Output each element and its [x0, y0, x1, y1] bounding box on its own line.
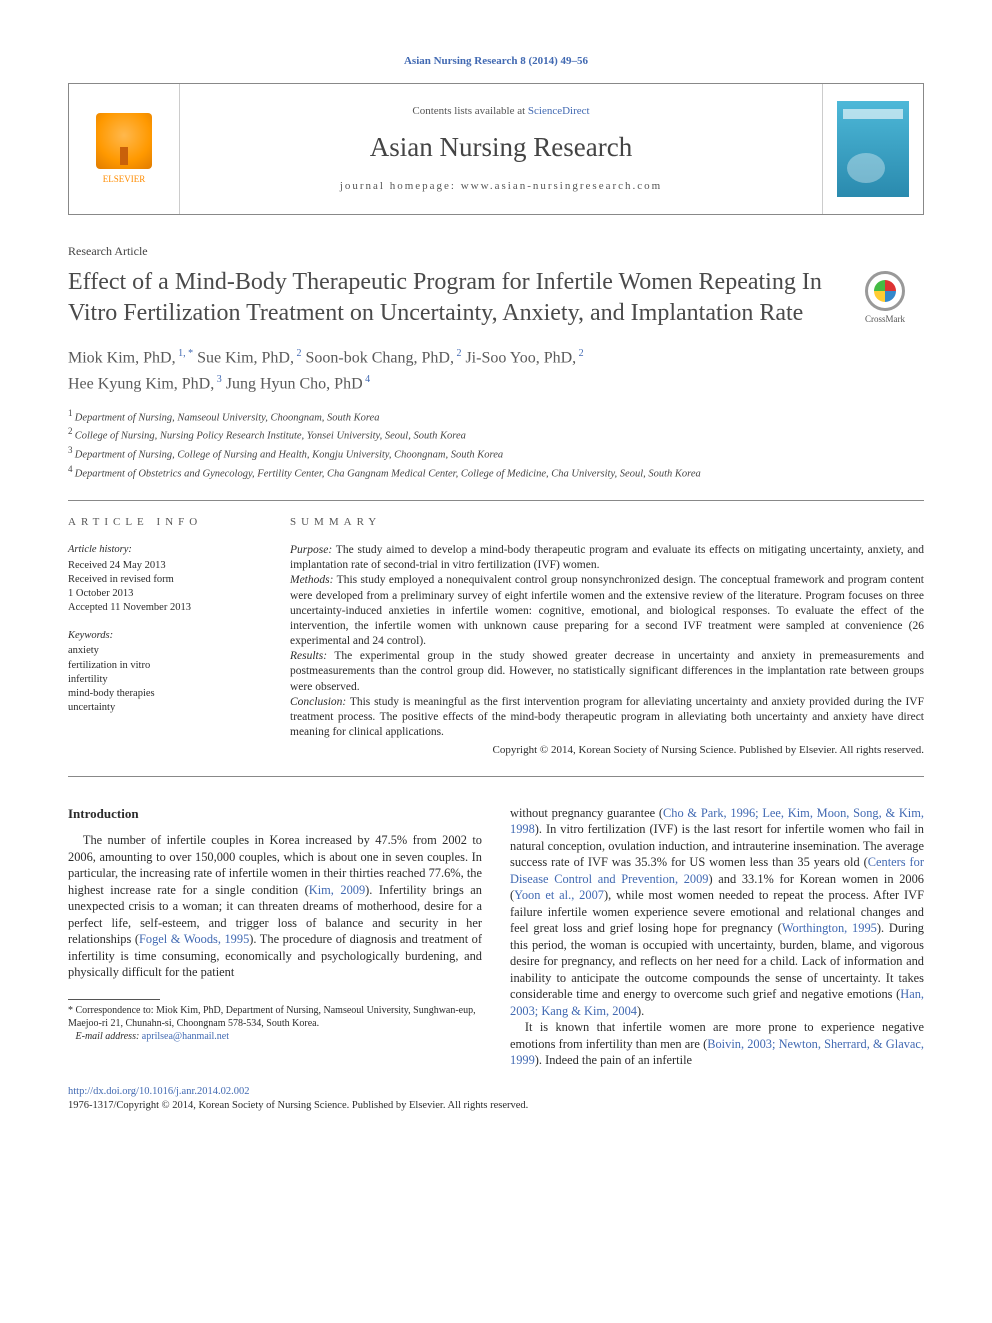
journal-name: Asian Nursing Research [370, 129, 632, 165]
body-col-left: Introduction The number of infertile cou… [68, 805, 482, 1069]
crossmark-label: CrossMark [865, 313, 905, 325]
contents-available: Contents lists available at ScienceDirec… [412, 104, 589, 119]
crossmark-badge[interactable]: CrossMark [846, 271, 924, 325]
author-name: Jung Hyun Cho, PhD [222, 375, 363, 392]
author-name: Ji-Soo Yoo, PhD, [461, 350, 576, 367]
conclusion-text: This study is meaningful as the first in… [290, 696, 924, 738]
corresponding-footnote: * Correspondence to: Miok Kim, PhD, Depa… [68, 1004, 482, 1043]
cite-worthington-1995[interactable]: Worthington, 1995 [782, 921, 877, 935]
summary-heading: summary [290, 515, 924, 530]
crossmark-icon [865, 271, 905, 311]
author-affil-sup: 1, [176, 348, 186, 359]
results-text: The experimental group in the study show… [290, 650, 924, 692]
elsevier-tree-icon [96, 113, 152, 169]
citation-header: Asian Nursing Research 8 (2014) 49–56 [68, 54, 924, 69]
body-col-right: without pregnancy guarantee (Cho & Park,… [510, 805, 924, 1069]
journal-cover-thumb [837, 101, 909, 197]
contents-pre: Contents lists available at [412, 105, 527, 117]
issn-copyright: 1976-1317/Copyright © 2014, Korean Socie… [68, 1100, 528, 1111]
journal-homepage: journal homepage: www.asian-nursingresea… [340, 179, 662, 194]
sciencedirect-link[interactable]: ScienceDirect [528, 105, 590, 117]
author-name: Sue Kim, PhD, [193, 350, 294, 367]
history-line: Received in revised form [68, 573, 256, 587]
authors-line: Miok Kim, PhD, 1, * Sue Kim, PhD, 2 Soon… [68, 346, 924, 396]
keyword: fertilization in vitro [68, 659, 256, 673]
article-info: article info Article history: Received 2… [68, 515, 256, 758]
intro-heading: Introduction [68, 805, 482, 822]
article-type: Research Article [68, 243, 924, 259]
author-name: Miok Kim, PhD, [68, 350, 176, 367]
intro-p1-cont: without pregnancy guarantee (Cho & Park,… [510, 805, 924, 1020]
summary: summary Purpose: The study aimed to deve… [290, 515, 924, 758]
publisher-name: ELSEVIER [103, 173, 146, 185]
history-line: Accepted 11 November 2013 [68, 601, 256, 615]
cite-yoon-2007[interactable]: Yoon et al., 2007 [514, 888, 604, 902]
author-affil-sup: 3 [214, 374, 222, 385]
keyword: uncertainty [68, 701, 256, 715]
purpose-text: The study aimed to develop a mind-body t… [290, 544, 924, 571]
publisher-logo[interactable]: ELSEVIER [69, 84, 179, 214]
author-affil-sup: 2 [576, 348, 584, 359]
article-title: Effect of a Mind-Body Therapeutic Progra… [68, 267, 828, 328]
summary-copyright: Copyright © 2014, Korean Society of Nurs… [290, 743, 924, 758]
masthead: ELSEVIER Contents lists available at Sci… [68, 83, 924, 215]
conclusion-label: Conclusion: [290, 696, 346, 708]
intro-p2: It is known that infertile women are mor… [510, 1019, 924, 1069]
author-affil-sup: 4 [363, 374, 371, 385]
purpose-label: Purpose: [290, 544, 332, 556]
affiliation-line: 1 Department of Nursing, Namseoul Univer… [68, 407, 924, 426]
rule-bottom [68, 776, 924, 777]
affiliation-line: 3 Department of Nursing, College of Nurs… [68, 444, 924, 463]
methods-text: This study employed a nonequivalent cont… [290, 574, 924, 647]
author-name: Soon-bok Chang, PhD, [301, 350, 453, 367]
affiliation-line: 4 Department of Obstetrics and Gynecolog… [68, 463, 924, 482]
keywords-label: Keywords: [68, 629, 256, 643]
footnote-rule [68, 999, 160, 1000]
email-label: E-mail address: [76, 1031, 140, 1042]
page-footer: http://dx.doi.org/10.1016/j.anr.2014.02.… [68, 1085, 924, 1113]
cite-kim-2009[interactable]: Kim, 2009 [309, 883, 365, 897]
affiliations: 1 Department of Nursing, Namseoul Univer… [68, 407, 924, 482]
keyword: mind-body therapies [68, 687, 256, 701]
history-label: Article history: [68, 543, 256, 557]
results-label: Results: [290, 650, 327, 662]
author-name: Hee Kyung Kim, PhD, [68, 375, 214, 392]
intro-p1: The number of infertile couples in Korea… [68, 832, 482, 981]
history-line: 1 October 2013 [68, 587, 256, 601]
doi-link[interactable]: http://dx.doi.org/10.1016/j.anr.2014.02.… [68, 1086, 250, 1097]
keyword: anxiety [68, 644, 256, 658]
keyword: infertility [68, 673, 256, 687]
history-line: Received 24 May 2013 [68, 559, 256, 573]
article-info-heading: article info [68, 515, 256, 530]
affiliation-line: 2 College of Nursing, Nursing Policy Res… [68, 425, 924, 444]
cite-fogel-woods-1995[interactable]: Fogel & Woods, 1995 [139, 932, 249, 946]
methods-label: Methods: [290, 574, 333, 586]
corresponding-asterisk: * [186, 348, 194, 359]
corr-email[interactable]: aprilsea@hanmail.net [142, 1031, 229, 1042]
